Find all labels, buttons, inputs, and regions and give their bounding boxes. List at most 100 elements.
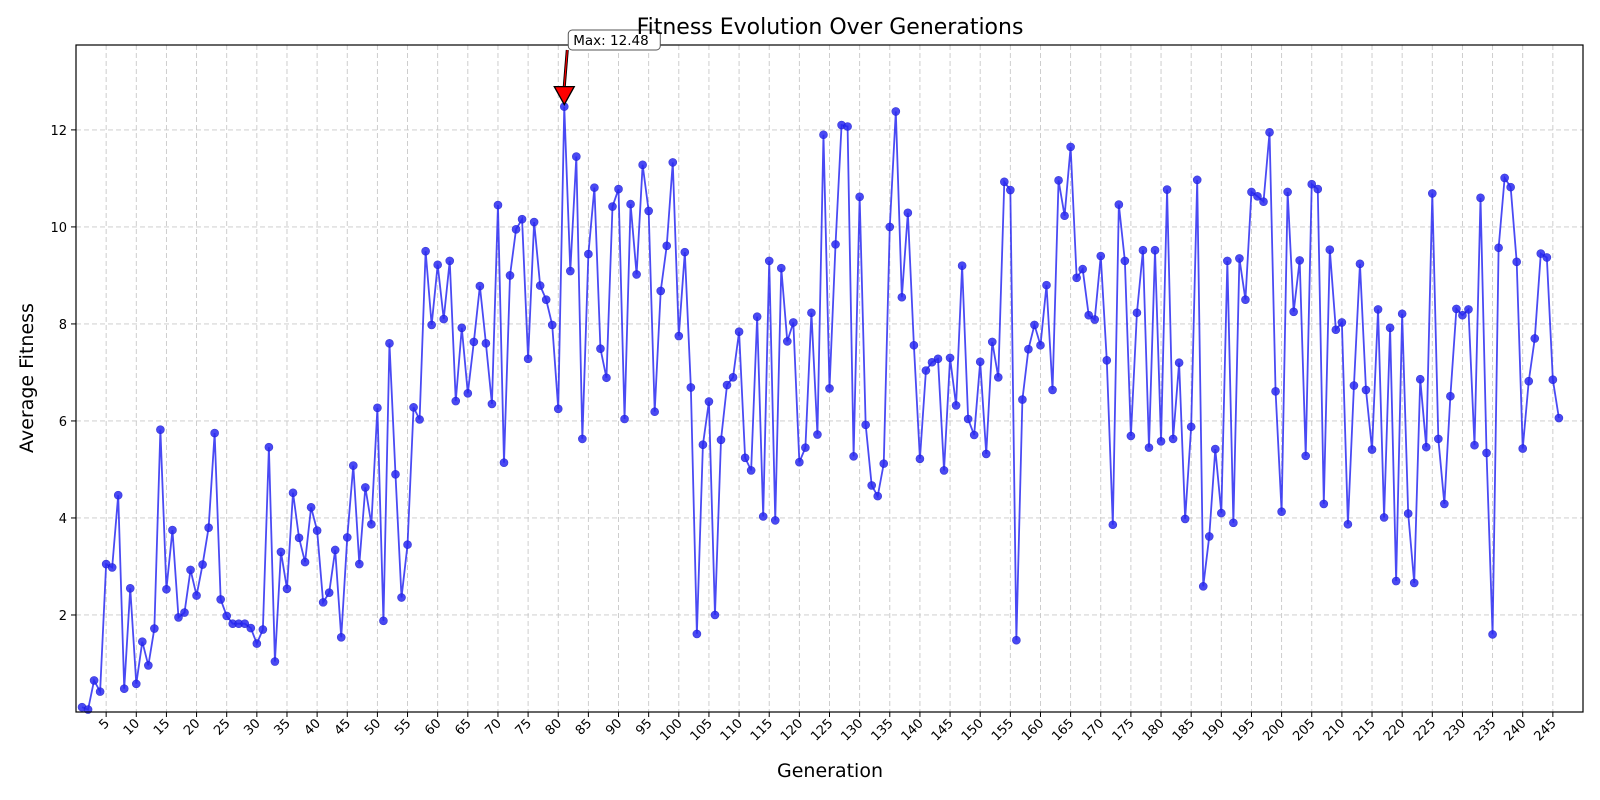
data-point bbox=[795, 457, 804, 467]
data-point bbox=[813, 430, 822, 439]
data-point bbox=[626, 199, 635, 209]
data-point bbox=[843, 122, 852, 131]
data-point bbox=[204, 523, 213, 532]
data-point bbox=[361, 483, 370, 492]
data-point bbox=[915, 454, 925, 464]
data-point bbox=[1235, 254, 1244, 263]
data-point bbox=[168, 525, 177, 535]
data-point bbox=[1204, 532, 1214, 541]
data-point bbox=[415, 415, 424, 424]
data-point bbox=[650, 407, 659, 417]
data-point bbox=[192, 591, 201, 600]
data-point bbox=[367, 519, 376, 529]
chart-title: Fitness Evolution Over Generations bbox=[637, 15, 1024, 40]
data-point bbox=[1434, 434, 1443, 444]
y-tick-label: 6 bbox=[59, 415, 67, 430]
x-tick-label: 160 bbox=[1019, 716, 1047, 744]
data-point bbox=[963, 414, 973, 424]
x-tick-label: 210 bbox=[1321, 716, 1349, 744]
x-tick-label: 100 bbox=[657, 716, 685, 744]
x-tick-label: 45 bbox=[332, 716, 354, 738]
data-point bbox=[1132, 308, 1142, 318]
data-point bbox=[330, 545, 340, 555]
data-point bbox=[1440, 499, 1449, 509]
data-point bbox=[493, 200, 503, 210]
data-point bbox=[451, 396, 461, 406]
x-tick-label: 190 bbox=[1200, 716, 1228, 744]
x-tick-label: 30 bbox=[241, 716, 263, 738]
y-axis-title: Average Fitness bbox=[16, 303, 38, 453]
data-point bbox=[355, 559, 364, 569]
data-point bbox=[125, 583, 135, 593]
data-point bbox=[1000, 177, 1009, 187]
data-point bbox=[752, 312, 762, 321]
x-tick-label: 125 bbox=[808, 716, 836, 744]
data-point bbox=[306, 502, 316, 512]
data-point bbox=[1180, 514, 1190, 524]
data-point bbox=[1397, 309, 1407, 319]
x-tick-label: 220 bbox=[1381, 716, 1409, 744]
x-tick-label: 240 bbox=[1501, 716, 1529, 744]
data-point bbox=[95, 687, 105, 696]
data-point bbox=[1452, 304, 1461, 314]
x-tick-label: 195 bbox=[1230, 716, 1258, 744]
x-tick-label: 35 bbox=[272, 716, 294, 738]
data-point bbox=[825, 384, 834, 393]
data-point bbox=[692, 629, 702, 639]
x-tick-label: 70 bbox=[482, 716, 504, 738]
data-point bbox=[903, 208, 913, 218]
data-point bbox=[1476, 193, 1485, 203]
data-point bbox=[1210, 444, 1220, 454]
data-point bbox=[1542, 253, 1552, 262]
x-tick-label: 225 bbox=[1411, 716, 1439, 744]
data-point bbox=[385, 339, 394, 348]
data-point bbox=[1446, 391, 1455, 401]
x-tick-label: 235 bbox=[1471, 716, 1499, 744]
data-point bbox=[240, 619, 250, 629]
data-point bbox=[336, 632, 346, 642]
data-point bbox=[873, 491, 883, 501]
data-point bbox=[987, 337, 997, 347]
data-point bbox=[710, 610, 720, 620]
data-point bbox=[1078, 264, 1087, 274]
data-point bbox=[348, 461, 358, 470]
data-point bbox=[433, 260, 442, 270]
x-tick-label: 105 bbox=[688, 716, 716, 744]
x-tick-label: 185 bbox=[1170, 716, 1198, 744]
data-point bbox=[704, 397, 714, 406]
x-axis-title: Generation bbox=[777, 760, 883, 782]
x-tick-label: 130 bbox=[838, 716, 866, 744]
data-point bbox=[1259, 197, 1268, 206]
data-point bbox=[686, 383, 696, 392]
data-point bbox=[602, 373, 611, 383]
x-tick-label: 65 bbox=[452, 716, 474, 738]
grid-layer bbox=[76, 45, 1583, 712]
data-point bbox=[264, 442, 274, 452]
data-point bbox=[1409, 578, 1419, 588]
x-tick-label: 115 bbox=[748, 716, 776, 744]
data-point bbox=[945, 353, 955, 363]
data-point bbox=[1271, 387, 1280, 396]
data-point bbox=[1283, 187, 1292, 197]
data-point bbox=[1102, 356, 1112, 365]
data-point bbox=[614, 184, 623, 194]
data-point bbox=[1331, 325, 1341, 335]
data-point bbox=[89, 676, 99, 685]
data-point bbox=[674, 331, 684, 341]
x-tick-label: 230 bbox=[1441, 716, 1469, 744]
x-tick-label: 155 bbox=[989, 716, 1017, 744]
x-tick-label: 20 bbox=[181, 716, 203, 738]
data-point bbox=[1054, 176, 1063, 185]
data-point bbox=[1174, 358, 1184, 368]
x-tick-label: 140 bbox=[899, 716, 927, 744]
data-point bbox=[1192, 175, 1202, 185]
data-point bbox=[427, 320, 436, 330]
data-point bbox=[481, 339, 491, 348]
data-point bbox=[131, 679, 141, 689]
data-point bbox=[789, 318, 798, 327]
data-point bbox=[776, 263, 786, 273]
data-point bbox=[981, 449, 991, 459]
data-point bbox=[517, 214, 527, 224]
x-tick-label: 90 bbox=[603, 716, 625, 738]
